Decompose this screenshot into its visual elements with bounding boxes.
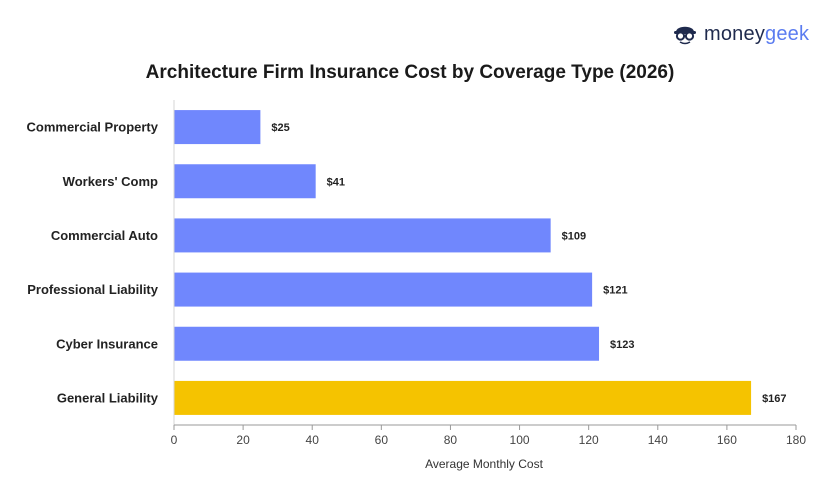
category-label: Commercial Auto xyxy=(51,228,158,243)
category-label: General Liability xyxy=(57,390,159,405)
x-tick-label: 100 xyxy=(510,433,530,447)
axes-group: 0 20 40 60 80 100 120 140 160 180 xyxy=(171,100,806,447)
value-label: $41 xyxy=(327,176,345,188)
x-tick-label: 160 xyxy=(717,433,737,447)
glasses-face-icon xyxy=(674,26,696,45)
x-tick-label: 40 xyxy=(306,433,320,447)
x-tick-label: 0 xyxy=(171,433,178,447)
bar-4 xyxy=(174,326,600,361)
value-label: $25 xyxy=(271,122,289,134)
x-tick-label: 80 xyxy=(444,433,458,447)
x-tick-label: 120 xyxy=(579,433,599,447)
category-label: Cyber Insurance xyxy=(56,336,158,351)
value-labels: $25 $41 $109 $121 $123 $167 xyxy=(271,122,786,405)
x-tick-label: 20 xyxy=(236,433,250,447)
x-tick-label: 60 xyxy=(375,433,389,447)
category-labels: Commercial Property Workers' Comp Commerci… xyxy=(27,120,159,406)
bar-1 xyxy=(174,164,316,199)
category-label: Workers' Comp xyxy=(63,174,158,189)
x-tick-label: 180 xyxy=(786,433,806,447)
brand-geek-text: geek xyxy=(765,23,810,45)
bars-group xyxy=(174,110,752,415)
bar-0 xyxy=(174,110,261,145)
chart-title: Architecture Firm Insurance Cost by Cove… xyxy=(145,62,675,83)
bar-5 xyxy=(174,380,752,415)
category-label: Professional Liability xyxy=(27,282,159,297)
x-axis-title: Average Monthly Cost xyxy=(425,457,544,471)
value-label: $121 xyxy=(603,285,627,297)
value-label: $123 xyxy=(610,339,634,351)
bar-2 xyxy=(174,218,551,253)
brand-wordmark: moneygeek xyxy=(704,24,809,44)
value-label: $167 xyxy=(762,393,786,405)
brand-money-text: money xyxy=(704,23,766,45)
category-label: Commercial Property xyxy=(27,120,159,135)
brand-logo: moneygeek xyxy=(672,20,809,48)
bar-3 xyxy=(174,272,593,307)
x-tick-label: 140 xyxy=(648,433,668,447)
value-label: $109 xyxy=(562,230,586,242)
